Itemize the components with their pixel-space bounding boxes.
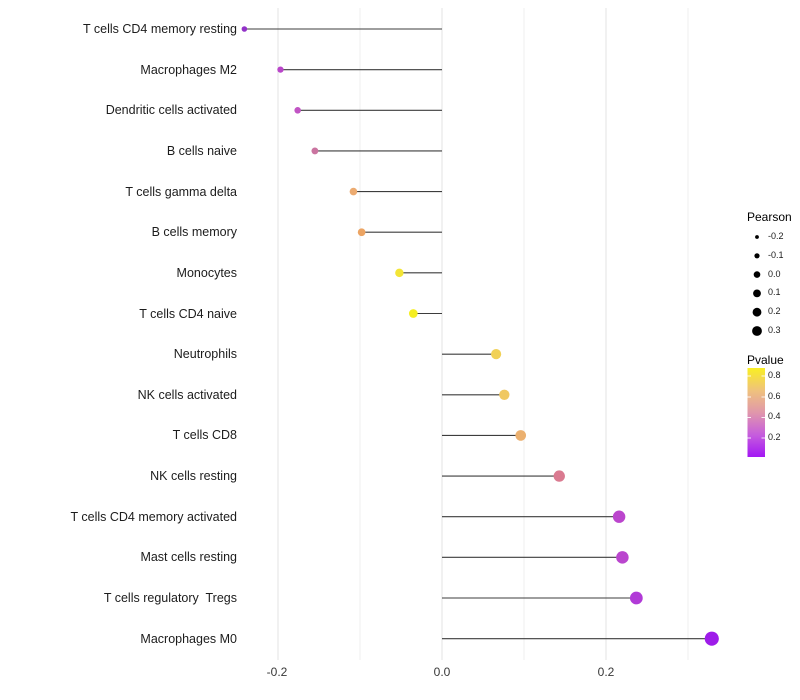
- pvalue-colorbar: [747, 368, 765, 457]
- size-legend-dot: [752, 326, 762, 336]
- category-label: Macrophages M0: [140, 631, 237, 646]
- lollipop-point: [704, 631, 719, 646]
- color-legend-tick-label: 0.2: [768, 432, 781, 442]
- size-legend-entry-label: -0.1: [768, 250, 784, 260]
- gridlines: [277, 8, 689, 660]
- lollipop-point: [311, 147, 319, 155]
- lollipop-point: [277, 66, 284, 73]
- category-label: T cells gamma delta: [125, 184, 237, 199]
- x-tick-label: 0.0: [433, 665, 451, 679]
- lollipop-point: [616, 551, 629, 564]
- category-label: Neutrophils: [173, 347, 237, 362]
- lollipop-point: [491, 349, 502, 360]
- category-label: Monocytes: [176, 265, 237, 280]
- size-legend-dot: [753, 289, 761, 298]
- pvalue-gradient-bar: [747, 368, 765, 457]
- category-label: Macrophages M2: [140, 62, 237, 77]
- x-tick-label: 0.2: [597, 665, 615, 679]
- lollipop-point: [629, 591, 643, 605]
- size-legend-title: Pearson: [747, 210, 792, 224]
- category-label: Dendritic cells activated: [105, 103, 237, 118]
- category-label: B cells naive: [166, 143, 237, 158]
- size-legend-entry-label: 0.0: [768, 269, 781, 279]
- size-legend-entry-label: 0.1: [768, 287, 781, 297]
- lollipop-point: [515, 430, 527, 441]
- color-legend-title: Pvalue: [747, 353, 784, 367]
- category-label: T cells CD4 naive: [139, 306, 237, 321]
- lollipop-point: [241, 26, 248, 32]
- lollipop-stems: [244, 28, 712, 640]
- size-legend-dots: [752, 235, 762, 336]
- lollipop-point: [499, 389, 510, 400]
- lollipop-point: [357, 228, 366, 237]
- category-label: B cells memory: [151, 225, 237, 240]
- size-legend-dot: [754, 253, 760, 259]
- size-legend-dot: [753, 271, 761, 278]
- size-legend-dot: [755, 235, 759, 239]
- category-label: NK cells resting: [150, 469, 237, 484]
- size-legend-entry-label: -0.2: [768, 231, 784, 241]
- category-label: T cells CD8: [172, 428, 237, 443]
- lollipop-point: [349, 187, 358, 196]
- lollipop-point: [408, 309, 418, 318]
- category-label: T cells CD4 memory activated: [70, 509, 238, 524]
- category-label: T cells regulatory Tregs: [103, 591, 237, 605]
- size-legend-entry-label: 0.3: [768, 325, 781, 335]
- category-label: NK cells activated: [137, 387, 237, 402]
- lollipop-point: [395, 268, 404, 278]
- lollipop-point: [612, 510, 626, 523]
- color-legend-tick-label: 0.4: [768, 411, 781, 421]
- color-legend-tick-label: 0.6: [768, 391, 781, 401]
- category-label: T cells CD4 memory resting: [83, 22, 237, 36]
- color-legend-tick-label: 0.8: [768, 370, 781, 380]
- size-legend-dot: [752, 307, 762, 317]
- category-label: Mast cells resting: [140, 550, 237, 565]
- lollipop-points: [241, 26, 719, 646]
- x-tick-label: -0.2: [266, 665, 288, 679]
- size-legend-entry-label: 0.2: [768, 306, 781, 316]
- lollipop-point: [553, 470, 565, 482]
- lollipop-point: [294, 107, 301, 114]
